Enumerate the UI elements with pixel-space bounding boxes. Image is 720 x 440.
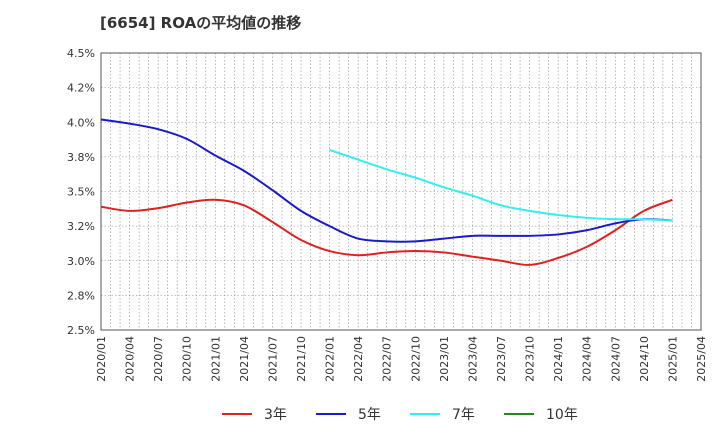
x-tick-label: 2021/04 xyxy=(238,336,251,382)
x-tick-label: 2023/07 xyxy=(495,336,508,382)
series-line-1 xyxy=(100,198,673,266)
x-tick-label: 2023/01 xyxy=(438,336,451,382)
x-tick-label: 2022/01 xyxy=(324,336,337,382)
x-tick-label: 2023/10 xyxy=(524,336,537,382)
legend-label-3: 7年 xyxy=(452,407,475,423)
legend-label-1: 3年 xyxy=(264,407,287,423)
x-tick-label: 2025/04 xyxy=(695,336,708,382)
x-tick-label: 2022/10 xyxy=(409,336,422,382)
x-tick-label: 2025/01 xyxy=(666,336,679,382)
x-tick-label: 2022/04 xyxy=(352,336,365,382)
x-tick-label: 2024/01 xyxy=(552,336,565,382)
series-layer xyxy=(100,118,673,266)
x-tick-label: 2023/04 xyxy=(466,336,479,382)
x-tick-label: 2020/10 xyxy=(181,336,194,382)
y-tick-label: 4.5% xyxy=(67,47,95,60)
legend-label-2: 5年 xyxy=(358,407,381,423)
grid-layer xyxy=(100,52,702,331)
y-tick-label: 4.0% xyxy=(67,116,95,129)
axis-layer: 4.5%4.2%4.0%3.8%3.5%3.2%3.0%2.8%2.5%2020… xyxy=(67,47,708,382)
x-tick-label: 2024/10 xyxy=(638,336,651,382)
x-tick-label: 2022/07 xyxy=(381,336,394,382)
plot-area xyxy=(101,53,701,330)
chart-title: [6654] ROAの平均値の推移 xyxy=(100,14,302,32)
x-tick-label: 2024/07 xyxy=(609,336,622,382)
x-tick-label: 2020/07 xyxy=(152,336,165,382)
x-tick-label: 2021/01 xyxy=(209,336,222,382)
plot-frame xyxy=(100,52,702,331)
y-tick-label: 4.2% xyxy=(67,82,95,95)
y-tick-label: 3.5% xyxy=(67,186,95,199)
x-tick-label: 2021/07 xyxy=(266,336,279,382)
y-tick-label: 3.8% xyxy=(67,151,95,164)
x-tick-label: 2020/01 xyxy=(95,336,108,382)
series-line-2 xyxy=(100,118,673,243)
y-tick-label: 3.0% xyxy=(67,255,95,268)
y-tick-label: 2.8% xyxy=(67,289,95,302)
y-tick-label: 3.2% xyxy=(67,220,95,233)
x-tick-label: 2024/04 xyxy=(581,336,594,382)
y-tick-label: 2.5% xyxy=(67,324,95,337)
x-tick-label: 2020/04 xyxy=(124,336,137,382)
x-tick-label: 2021/10 xyxy=(295,336,308,382)
legend: 3年 5年 7年 10年 xyxy=(222,407,578,423)
legend-label-4: 10年 xyxy=(546,407,578,423)
series-line-3 xyxy=(329,149,673,222)
